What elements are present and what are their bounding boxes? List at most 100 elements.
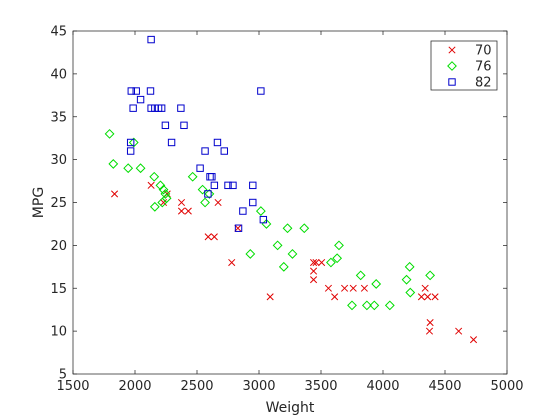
legend-label-76: 76 — [475, 60, 492, 75]
x-tick-label: 4500 — [428, 379, 461, 394]
data-point — [332, 253, 343, 264]
series-82 — [126, 35, 268, 232]
data-point — [369, 300, 380, 311]
data-point — [204, 189, 215, 199]
data-marks — [104, 35, 478, 344]
data-point — [126, 138, 135, 147]
data-point — [326, 257, 336, 268]
data-point — [431, 293, 439, 301]
data-point — [360, 284, 368, 292]
y-axis-label: MPG — [31, 187, 47, 218]
data-point — [371, 279, 382, 289]
data-point — [184, 207, 192, 215]
x-tick-label: 1500 — [56, 379, 89, 394]
data-point — [404, 261, 415, 272]
y-tick-label: 10 — [50, 325, 67, 340]
y-tick-label: 25 — [50, 196, 67, 211]
data-point — [128, 137, 139, 148]
series-76 — [104, 128, 436, 311]
data-point — [157, 104, 166, 112]
data-point — [334, 240, 344, 251]
x-tick-label: 2500 — [180, 379, 213, 394]
x-tick-label: 5000 — [490, 379, 523, 394]
data-point — [349, 284, 357, 292]
data-point — [299, 223, 310, 234]
data-point — [159, 198, 168, 207]
data-point — [272, 240, 283, 251]
data-point — [282, 223, 293, 234]
y-tick-label: 5 — [59, 368, 67, 383]
data-point — [204, 190, 212, 198]
data-point — [187, 171, 198, 182]
x-tick-label: 3500 — [304, 379, 337, 394]
data-point — [197, 184, 208, 195]
legend-label-82: 82 — [475, 76, 492, 91]
data-point — [210, 233, 218, 241]
data-point — [355, 270, 366, 281]
legend-marker-82 — [448, 78, 456, 86]
data-point — [126, 147, 135, 155]
data-point — [136, 95, 145, 104]
y-tick-label: 30 — [50, 153, 67, 168]
data-point — [177, 207, 186, 215]
data-point — [213, 138, 222, 147]
y-tick-label: 20 — [50, 239, 67, 254]
data-point — [384, 300, 395, 311]
data-point — [204, 233, 212, 241]
legend-marker-76 — [447, 61, 457, 71]
data-point — [147, 35, 155, 44]
axis-ticks: 1500 2000 2500 3000 3500 4000 4500 5000 5 10 15 20 2… — [50, 25, 523, 395]
x-axis-label: Weight — [266, 400, 315, 416]
data-point — [324, 284, 332, 292]
data-point — [208, 173, 216, 181]
data-point — [161, 121, 170, 130]
series-70 — [110, 181, 478, 344]
data-point — [239, 207, 247, 215]
data-point — [129, 104, 137, 112]
data-point — [257, 87, 265, 95]
data-point — [287, 249, 298, 259]
data-point — [425, 327, 434, 335]
legend-box — [430, 40, 498, 91]
legend-label-70: 70 — [475, 44, 492, 59]
data-point — [196, 164, 204, 172]
data-point — [347, 300, 357, 311]
legend-marker-70 — [448, 46, 456, 54]
data-point — [167, 138, 176, 147]
data-point — [149, 201, 160, 212]
data-point — [469, 336, 478, 344]
data-point — [278, 261, 289, 272]
data-point — [104, 128, 115, 139]
y-tick-label: 35 — [50, 110, 67, 125]
data-point — [310, 276, 318, 284]
data-point — [155, 180, 166, 191]
data-point — [249, 181, 257, 190]
data-point — [147, 104, 155, 112]
data-point — [160, 189, 171, 199]
data-point — [310, 267, 318, 275]
data-point — [266, 293, 274, 301]
data-point — [424, 293, 432, 301]
data-point — [245, 249, 256, 259]
data-point — [132, 87, 140, 95]
data-point — [210, 181, 219, 190]
data-point — [405, 287, 416, 298]
data-point — [180, 121, 188, 130]
data-point — [201, 147, 209, 155]
data-point — [255, 206, 266, 216]
data-point — [455, 327, 463, 335]
data-point — [123, 163, 134, 174]
y-tick-label: 40 — [50, 67, 67, 82]
data-point — [146, 87, 155, 95]
data-point — [108, 159, 119, 169]
data-point — [234, 224, 243, 232]
data-point — [229, 181, 237, 190]
data-point — [259, 215, 268, 224]
data-point — [158, 184, 169, 195]
data-point — [161, 193, 172, 204]
y-tick-label: 45 — [50, 25, 67, 40]
x-tick-label: 3000 — [242, 379, 275, 394]
data-point — [224, 181, 232, 190]
